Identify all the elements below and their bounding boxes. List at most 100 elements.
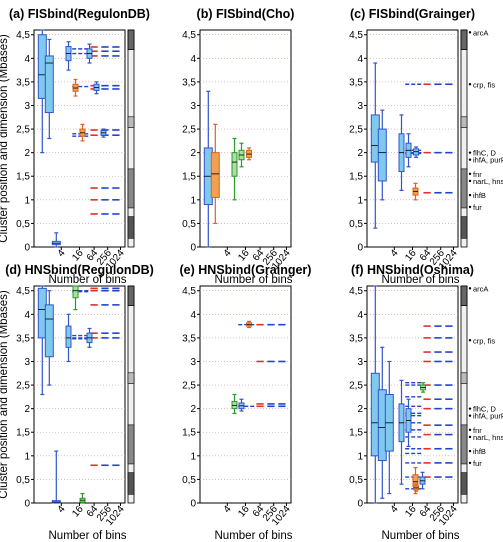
y-tick-label: 3,5 [349, 77, 363, 88]
panel-title: (b) FISbind(Cho) [197, 7, 295, 21]
y-tick-label: 0,5 [349, 219, 363, 230]
box-mark [413, 146, 420, 158]
annotation-label: arcA [473, 28, 488, 37]
box-mark [65, 313, 72, 363]
y-tick-label: 0,5 [349, 475, 363, 486]
box-mark [231, 137, 238, 201]
sidebar-segment [460, 116, 468, 128]
y-tick-label: 1,5 [349, 428, 363, 439]
y-tick-label: 2,5 [182, 381, 196, 392]
box-mark [86, 43, 93, 64]
y-tick-label: 4 [190, 54, 196, 65]
y-tick-label: 2 [24, 404, 30, 415]
box-mark [44, 290, 54, 386]
y-tick-label: 2 [357, 148, 363, 159]
y-tick-label: 4 [24, 54, 30, 65]
sidebar-strip [127, 29, 135, 248]
panel-c: 00,511,522,533,544,54 16642561024arcAcrp,… [349, 7, 503, 286]
annotation-label: ihfB [473, 447, 486, 456]
annotation-dot [468, 461, 472, 465]
y-tick-label: 3 [190, 357, 196, 368]
box-mark [44, 38, 54, 140]
annotation-dot [468, 414, 472, 417]
plot-frame [199, 29, 292, 248]
box-mark [238, 398, 245, 412]
annotation-label: narL, hns [473, 433, 503, 442]
y-tick-label: 4 [24, 310, 30, 321]
x-tick-label: 16 [236, 504, 252, 520]
plot-frame [199, 285, 292, 504]
y-tick-label: 0 [357, 499, 363, 510]
y-tick-label: 4,5 [349, 286, 363, 297]
sidebar-segment [460, 424, 468, 465]
annotation-dot [468, 428, 472, 432]
y-tick-label: 1,5 [349, 172, 363, 183]
annotation-label: ihfA, purR [473, 412, 503, 421]
annotation-dot [468, 172, 472, 176]
panel-f: 00,511,522,533,544,54 16642561024arcAcrp,… [349, 263, 503, 542]
annotation-dot [468, 287, 472, 290]
y-axis-label: Cluster position and dimension (Mbases) [0, 290, 10, 499]
y-tick-label: 0,5 [182, 219, 196, 230]
box-body [44, 304, 54, 358]
y-tick-label: 1 [24, 451, 30, 462]
x-tick-label: 16 [236, 248, 252, 264]
y-tick-label: 1 [357, 195, 363, 206]
x-axis-label: Number of bins [215, 530, 293, 542]
annotation-label: crp, fis [473, 336, 495, 345]
y-tick-label: 4 [357, 54, 363, 65]
box-body [210, 152, 220, 198]
annotation-label: fnr [473, 170, 482, 179]
y-tick-label: 4 [357, 310, 363, 321]
x-tick-label: 4 [56, 248, 68, 260]
box-mark [93, 81, 100, 95]
y-tick-label: 0 [357, 243, 363, 254]
box-mark [246, 147, 253, 161]
sidebar-hatch-top [127, 285, 135, 306]
box-mark [65, 41, 72, 71]
y-tick-label: 3,5 [182, 77, 196, 88]
x-tick-label: 4 [389, 248, 401, 260]
box-mark [398, 114, 405, 191]
y-tick-label: 0 [24, 499, 30, 510]
y-tick-label: 3,5 [349, 333, 363, 344]
sidebar-segment [460, 168, 468, 209]
y-tick-label: 0,5 [16, 219, 30, 230]
y-tick-label: 1 [190, 195, 196, 206]
annotation-label: fnr [473, 426, 482, 435]
y-tick-label: 4,5 [182, 30, 196, 41]
y-tick-label: 0 [24, 243, 30, 254]
y-tick-label: 0,5 [182, 475, 196, 486]
sidebar-segment [460, 372, 468, 384]
y-tick-label: 4,5 [349, 30, 363, 41]
y-tick-label: 0,5 [16, 475, 30, 486]
box-mark [246, 320, 253, 329]
box-mark [384, 360, 394, 495]
panel-title: (c) FISbind(Grainger) [350, 7, 475, 21]
annotation-dot [468, 205, 472, 209]
panel-title: (e) HNSbind(Grainger) [180, 263, 312, 277]
x-axis-label: Number of bins [382, 530, 460, 542]
box-mark [413, 483, 420, 492]
x-axis-label: Number of bins [215, 274, 293, 286]
panel-title: (d) HNSbind(RegulonDB) [5, 263, 154, 277]
box-mark [100, 128, 107, 138]
x-tick-label: 4 [222, 504, 234, 516]
box-mark [79, 492, 86, 504]
annotation-dot [468, 193, 472, 197]
y-tick-label: 2 [357, 404, 363, 415]
sidebar-hatch-bottom [460, 472, 468, 495]
y-tick-label: 3,5 [16, 333, 30, 344]
y-tick-label: 2,5 [16, 381, 30, 392]
box-mark [51, 450, 61, 504]
sidebar-hatch-bottom [127, 472, 135, 495]
box-mark [405, 398, 412, 447]
y-tick-label: 1 [190, 451, 196, 462]
box-body [231, 152, 238, 177]
box-mark [238, 142, 245, 168]
y-tick-label: 1 [357, 451, 363, 462]
x-tick-label: 16 [70, 504, 86, 520]
y-tick-label: 3 [24, 101, 30, 112]
annotation-label: crp, fis [473, 80, 495, 89]
